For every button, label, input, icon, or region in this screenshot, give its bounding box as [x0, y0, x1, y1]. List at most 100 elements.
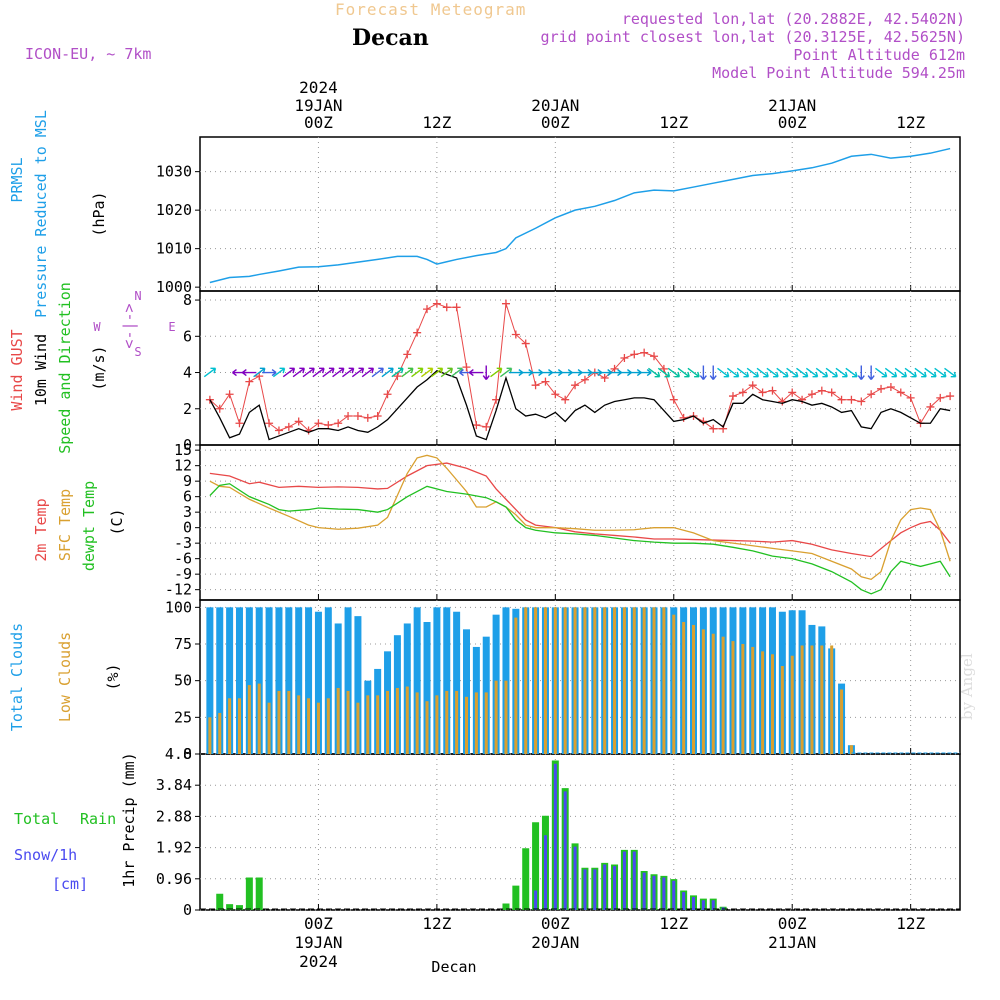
gust-marker	[650, 352, 659, 361]
cloud-total-bar	[305, 607, 313, 754]
cloud-low-bar	[267, 702, 271, 754]
temp-dewpt-line	[209, 483, 951, 595]
cloud-low-bar	[751, 646, 755, 754]
wind-line	[209, 369, 951, 441]
cloud-low-bar	[622, 607, 626, 754]
y-tick-label: 50	[174, 672, 192, 690]
top-time-label: 12Z	[659, 113, 688, 132]
snow-bar	[583, 869, 587, 910]
cloud-total-bar	[344, 607, 352, 754]
bottom-location-label: Decan	[431, 958, 476, 976]
label-1hr-precip: 1hr Precip (mm)	[120, 752, 138, 887]
cloud-low-bar	[366, 695, 370, 754]
wind-direction-arrow	[677, 367, 690, 378]
gust-marker	[393, 372, 402, 381]
cloud-low-bar	[514, 617, 518, 754]
cloud-total-bar	[314, 611, 322, 754]
meteogram-title: Forecast Meteogram	[335, 0, 527, 19]
gust-marker	[827, 388, 836, 397]
top-year-label: 2024	[299, 78, 338, 97]
cloud-low-bar	[810, 645, 814, 754]
cloud-low-bar	[682, 622, 686, 754]
gust-marker	[255, 372, 264, 381]
gust-line	[209, 303, 951, 432]
cloud-low-bar	[603, 607, 607, 754]
bottom-time-label: 19JAN	[294, 933, 342, 952]
wind-direction-arrow	[292, 367, 305, 378]
y-tick-label: -3	[174, 534, 192, 552]
snow-bar	[682, 892, 686, 910]
cloud-total-bar	[226, 607, 234, 754]
cloud-low-bar	[435, 695, 439, 754]
gust-marker	[817, 386, 826, 395]
label-total: Total	[14, 810, 59, 828]
wind-direction-arrow	[796, 367, 809, 378]
gust-marker	[709, 424, 718, 433]
gust-marker	[472, 421, 481, 430]
cloud-total-bar	[354, 616, 362, 754]
rain-bar	[245, 877, 253, 910]
cloud-low-bar	[247, 685, 251, 754]
cloud-low-bar	[208, 717, 212, 754]
gust-marker	[659, 364, 668, 373]
wind-direction-arrow	[490, 367, 503, 378]
bottom-time-label: 12Z	[896, 914, 925, 933]
cloud-low-bar	[573, 607, 577, 754]
cloud-low-bar	[218, 712, 222, 754]
cloud-low-bar	[780, 666, 784, 754]
cloud-low-bar	[830, 645, 834, 754]
cloud-total-bar	[413, 607, 421, 754]
label-ms: (m/s)	[90, 345, 108, 390]
rain-bar	[512, 885, 520, 910]
y-tick-label: 2.88	[156, 807, 192, 825]
bottom-time-label: 12Z	[422, 914, 451, 933]
gust-marker	[906, 393, 915, 402]
label-speed-direction: Speed and Direction	[56, 282, 74, 454]
wind-direction-arrow	[944, 367, 957, 378]
compass-w: W	[93, 320, 101, 334]
top-time-label: 19JAN	[294, 96, 342, 115]
top-time-label: 00Z	[541, 113, 570, 132]
wind-direction-arrow	[322, 367, 335, 378]
top-time-label: 00Z	[778, 113, 807, 132]
gust-marker	[413, 328, 422, 337]
gust-marker	[235, 419, 244, 428]
snow-bar	[603, 864, 607, 910]
cloud-low-bar	[445, 690, 449, 754]
gust-marker	[936, 393, 945, 402]
cloud-low-bar	[761, 651, 765, 754]
gust-marker	[432, 299, 441, 308]
snow-bar	[662, 877, 666, 910]
y-tick-label: 15	[174, 441, 192, 459]
gust-marker	[353, 412, 362, 421]
gust-marker	[482, 422, 491, 431]
wind-direction-arrow	[934, 367, 947, 378]
wind-direction-arrow	[746, 367, 759, 378]
wind-direction-arrow	[857, 365, 865, 380]
cloud-low-bar	[672, 614, 676, 754]
gust-marker	[215, 404, 224, 413]
wind-direction-arrow	[351, 367, 365, 378]
wind-direction-arrow	[667, 367, 681, 378]
wind-direction-arrow	[894, 367, 908, 378]
y-tick-label: 2	[183, 400, 192, 418]
cloud-low-bar	[455, 690, 459, 754]
compass-e: E	[168, 320, 175, 334]
gust-marker	[245, 377, 254, 386]
gust-marker	[274, 426, 283, 435]
label-prmsl: PRMSL	[8, 157, 26, 202]
label-low-clouds: Low Clouds	[56, 632, 74, 722]
bottom-time-label: 2024	[299, 952, 338, 971]
cloud-low-bar	[524, 607, 528, 754]
gust-marker	[501, 299, 510, 308]
wind-direction-arrow	[282, 367, 296, 378]
cloud-total-bar	[216, 607, 224, 754]
gust-marker	[314, 419, 323, 428]
y-tick-label: 100	[165, 598, 192, 616]
gust-marker	[768, 386, 777, 395]
snow-bar	[573, 846, 577, 910]
panel-frame-2	[199, 444, 961, 601]
gust-marker	[837, 395, 846, 404]
wind-direction-arrow	[332, 367, 345, 378]
